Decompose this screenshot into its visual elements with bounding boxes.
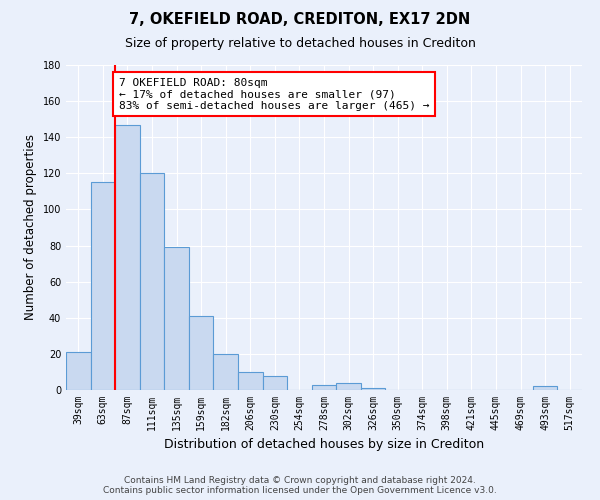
Text: 7, OKEFIELD ROAD, CREDITON, EX17 2DN: 7, OKEFIELD ROAD, CREDITON, EX17 2DN: [130, 12, 470, 28]
Text: Contains HM Land Registry data © Crown copyright and database right 2024.
Contai: Contains HM Land Registry data © Crown c…: [103, 476, 497, 495]
Bar: [361, 388, 385, 390]
Bar: [263, 376, 287, 390]
Bar: [164, 248, 189, 390]
Bar: [91, 182, 115, 390]
Bar: [115, 124, 140, 390]
Text: Size of property relative to detached houses in Crediton: Size of property relative to detached ho…: [125, 38, 475, 51]
Y-axis label: Number of detached properties: Number of detached properties: [24, 134, 37, 320]
Bar: [66, 352, 91, 390]
X-axis label: Distribution of detached houses by size in Crediton: Distribution of detached houses by size …: [164, 438, 484, 452]
Bar: [189, 316, 214, 390]
Bar: [533, 386, 557, 390]
Bar: [336, 383, 361, 390]
Bar: [140, 174, 164, 390]
Bar: [214, 354, 238, 390]
Bar: [312, 384, 336, 390]
Text: 7 OKEFIELD ROAD: 80sqm
← 17% of detached houses are smaller (97)
83% of semi-det: 7 OKEFIELD ROAD: 80sqm ← 17% of detached…: [119, 78, 430, 111]
Bar: [238, 372, 263, 390]
